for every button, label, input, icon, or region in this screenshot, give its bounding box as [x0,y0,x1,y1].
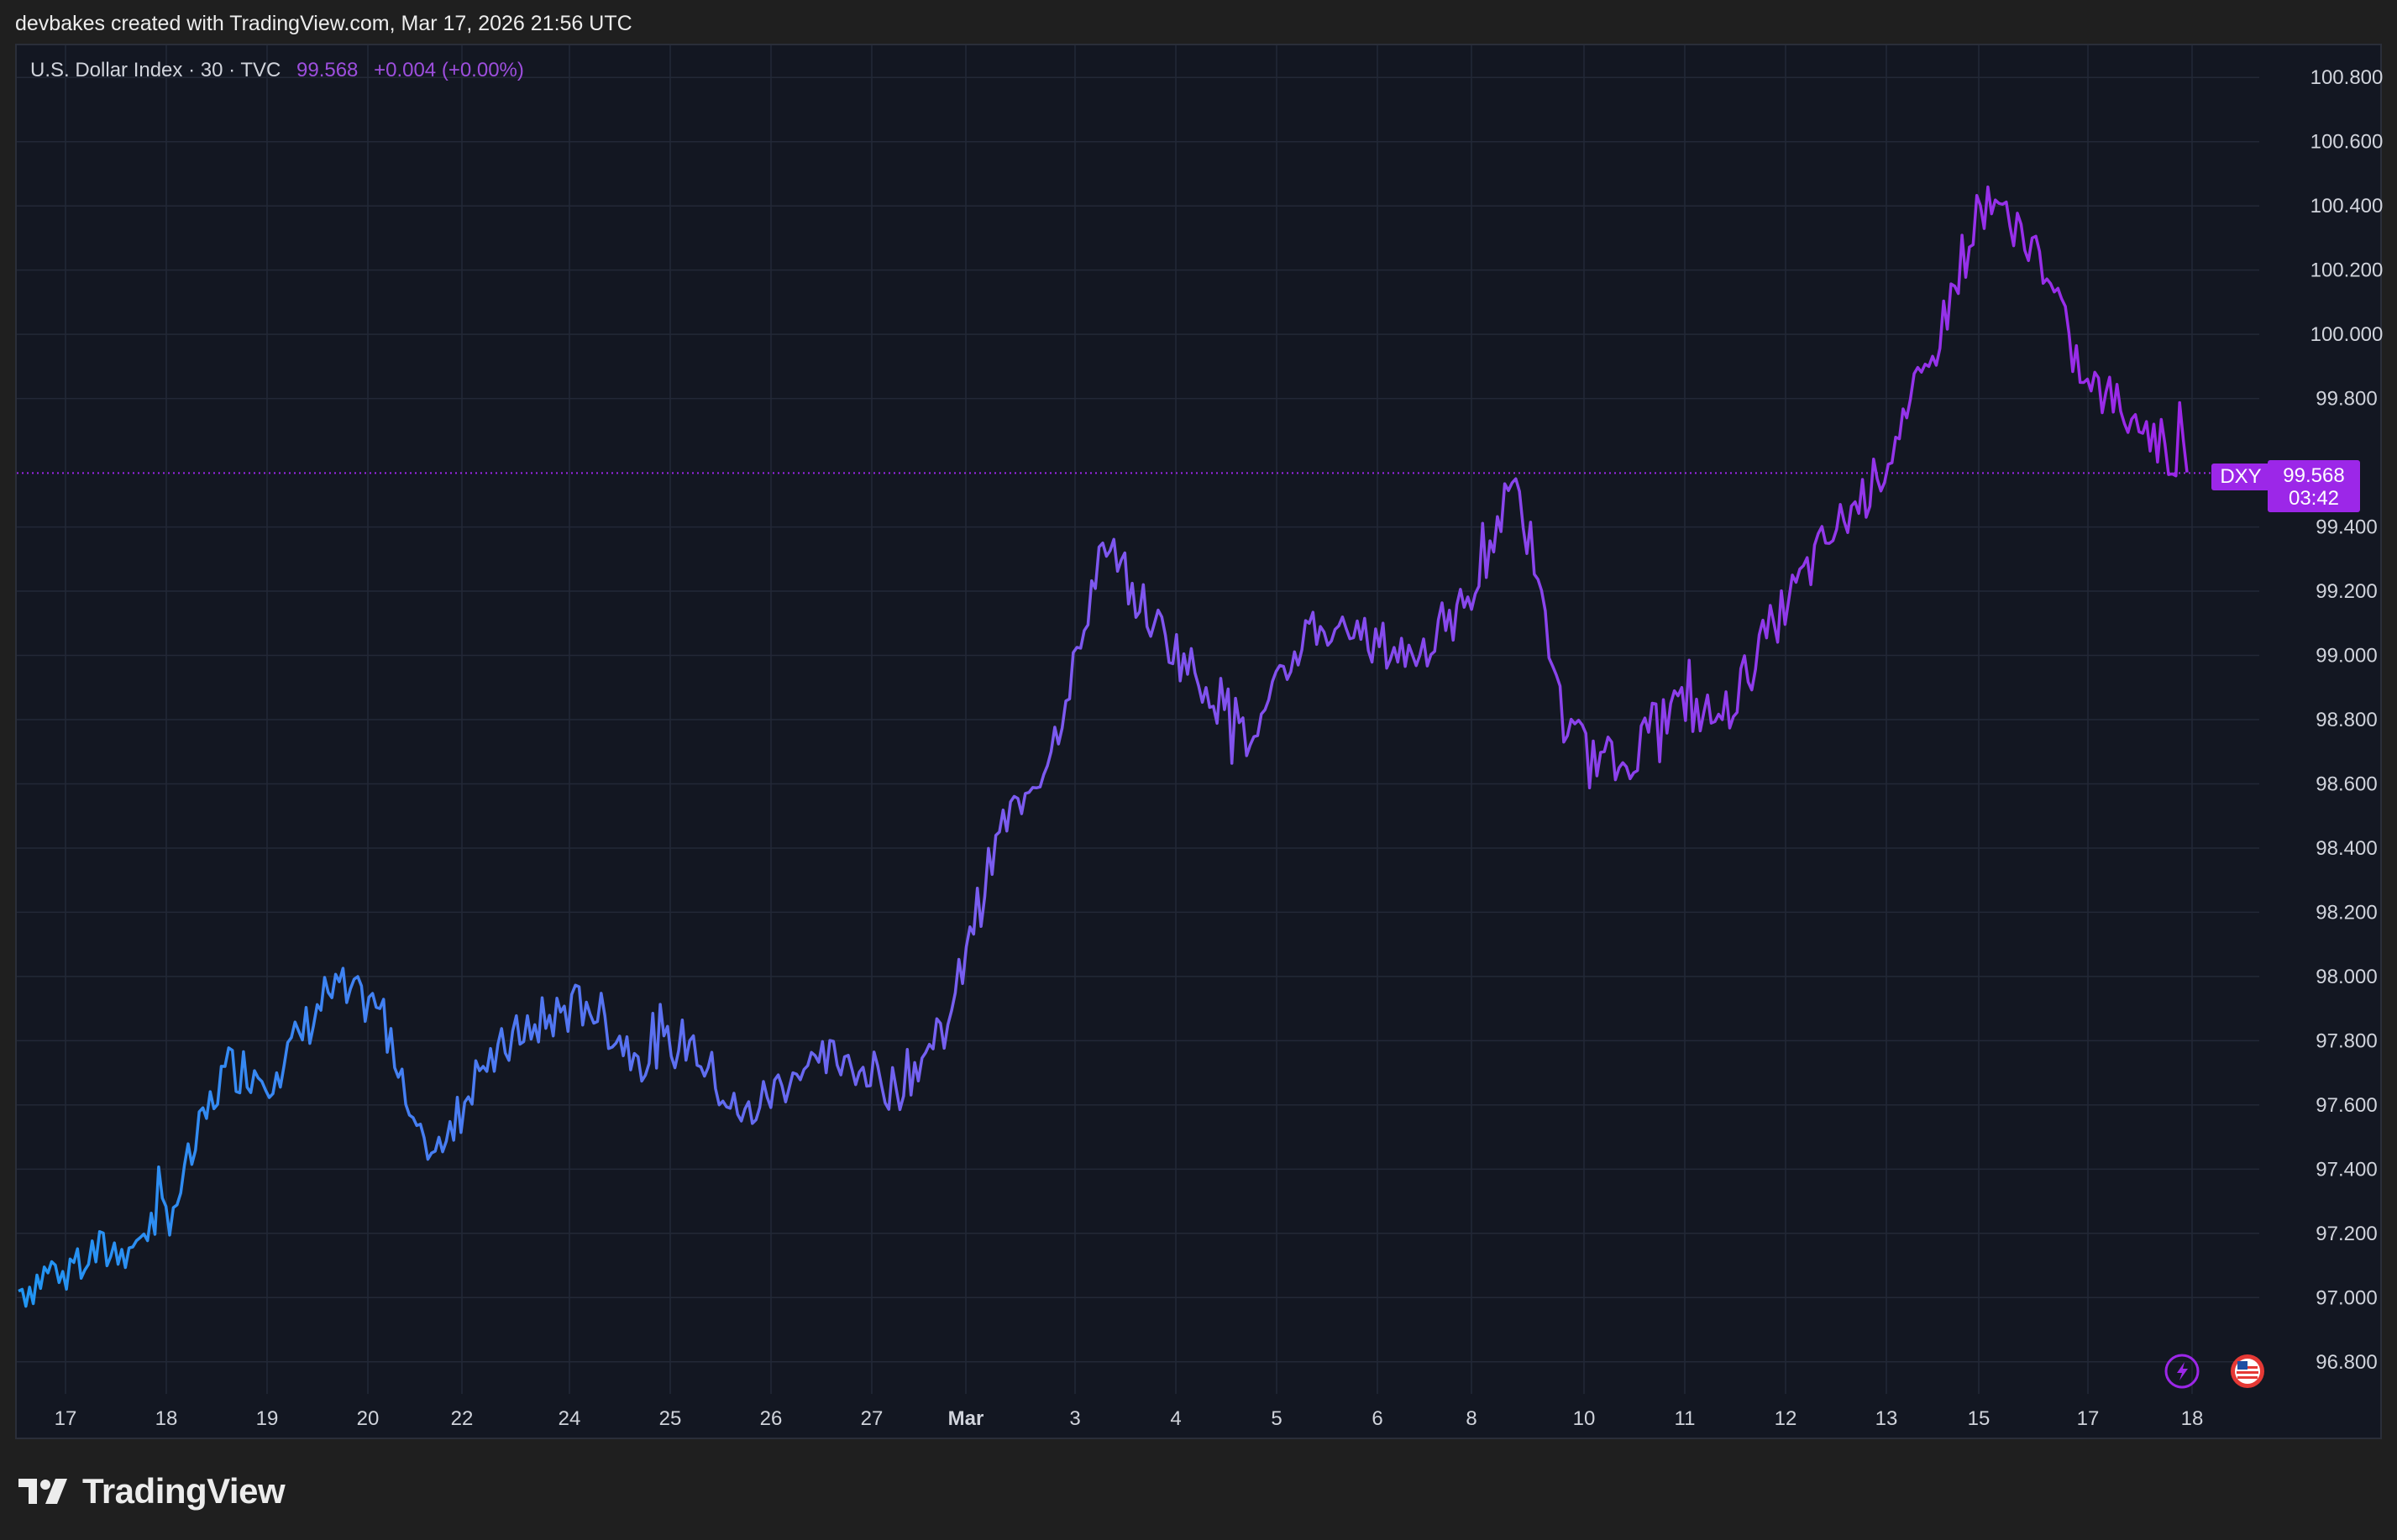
y-axis: 100.800 100.600 100.400 100.200 100.000 99.80… [2310,66,2384,1374]
x-tick-label: 20 [357,1407,380,1430]
x-tick-label: 8 [1466,1407,1476,1430]
legend-price: 99.568 [296,59,359,81]
y-tick-label: 98.600 [2316,773,2377,795]
y-tick-label: 100.200 [2310,259,2384,282]
x-tick-label: 10 [1573,1407,1596,1430]
x-tick-label: 17 [2077,1407,2100,1430]
x-tick-label: 5 [1271,1407,1282,1430]
legend-change: +0.004 (+0.00%) [374,59,524,81]
x-tick-label: 24 [559,1407,581,1430]
y-tick-label: 99.400 [2316,516,2377,539]
x-tick-label: 18 [155,1407,178,1430]
tradingview-brand[interactable]: TradingView [18,1471,286,1511]
x-tick-label: 13 [1875,1407,1898,1430]
x-tick-label: 26 [760,1407,783,1430]
x-tick-label: 22 [451,1407,474,1430]
x-tick-label: 11 [1675,1407,1696,1430]
x-axis: 17 18 19 20 22 24 25 26 27 Mar 3 4 5 6 8 10 11 12 13 15 17 18 [55,1407,2204,1430]
x-tick-label: Mar [948,1407,984,1430]
y-tick-label: 98.800 [2316,709,2377,731]
x-tick-label: 15 [1968,1407,1991,1430]
price-series-line [18,185,2189,1308]
y-tick-label: 99.000 [2316,645,2377,668]
y-tick-label: 97.600 [2316,1094,2377,1117]
y-tick-label: 97.800 [2316,1029,2377,1052]
y-tick-label: 100.000 [2310,323,2384,346]
x-tick-label: 25 [659,1407,682,1430]
us-flag-icon[interactable] [2231,1354,2264,1388]
x-tick-label: 19 [256,1407,279,1430]
x-tick-label: 17 [55,1407,77,1430]
y-tick-label: 99.800 [2316,388,2377,411]
x-tick-label: 27 [861,1407,884,1430]
x-tick-label: 12 [1775,1407,1797,1430]
y-tick-label: 98.200 [2316,901,2377,924]
y-tick-label: 100.400 [2310,195,2384,217]
x-tick-label: 4 [1170,1407,1181,1430]
x-tick-label: 18 [2181,1407,2204,1430]
chart-caption: devbakes created with TradingView.com, M… [15,12,632,35]
chart-grid [17,45,2259,1394]
bar-countdown: 03:42 [2289,487,2339,510]
last-price-tag: DXY 99.568 03:42 [2211,460,2360,512]
symbol-title: U.S. Dollar Index · 30 · TVC [30,59,281,81]
symbol-tag: DXY [2220,465,2261,488]
y-tick-label: 100.600 [2310,131,2384,154]
y-tick-label: 97.200 [2316,1223,2377,1245]
y-tick-label: 97.000 [2316,1286,2377,1309]
brand-name: TradingView [82,1471,286,1511]
y-tick-label: 100.800 [2310,66,2384,89]
y-tick-label: 99.200 [2316,580,2377,603]
y-tick-label: 98.400 [2316,837,2377,860]
last-price-value: 99.568 [2283,464,2344,487]
y-tick-label: 96.800 [2316,1351,2377,1374]
y-tick-label: 98.000 [2316,966,2377,988]
y-tick-label: 97.400 [2316,1158,2377,1181]
chart-legend: U.S. Dollar Index · 30 · TVC 99.568 +0.0… [30,59,524,82]
lightning-icon[interactable] [2164,1354,2200,1389]
x-tick-label: 3 [1069,1407,1080,1430]
x-tick-label: 6 [1372,1407,1382,1430]
tradingview-logo-icon [18,1479,67,1504]
chart-area[interactable] [15,44,2382,1439]
